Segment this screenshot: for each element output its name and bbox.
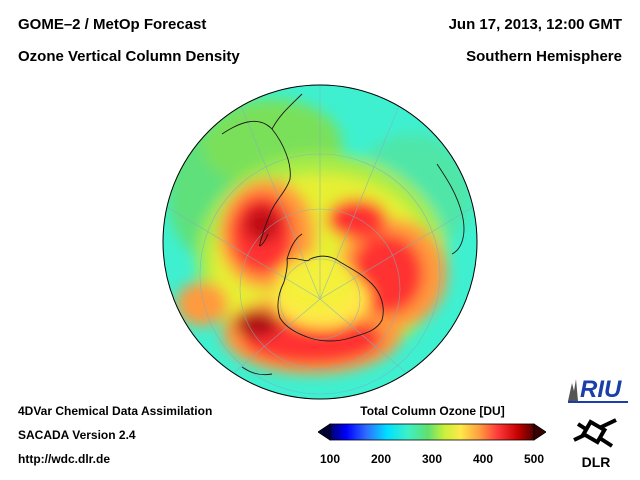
map-title: GOME–2 / MetOp Forecast: [18, 16, 207, 33]
colorbar-title: Total Column Ozone [DU]: [360, 404, 505, 418]
riu-logo-text: RIU: [580, 376, 622, 403]
colorbar-tick-label: 500: [523, 452, 545, 466]
hemisphere-label: Southern Hemisphere: [466, 48, 622, 65]
assimilation-label: 4DVar Chemical Data Assimilation: [18, 404, 213, 418]
colorbar-max-arrow: [533, 423, 546, 441]
colorbar-min-arrow: [318, 423, 331, 441]
colorbar-tick-label: 200: [370, 452, 392, 466]
ozone-globe-map: [162, 84, 478, 400]
colorbar-tick-label: 100: [319, 452, 341, 466]
ozone-colorbar: [318, 423, 546, 441]
forecast-date: Jun 17, 2013, 12:00 GMT: [448, 16, 622, 33]
colorbar-tick-label: 300: [421, 452, 443, 466]
colorbar-tick-label: 400: [472, 452, 494, 466]
dlr-logo: DLR: [573, 418, 617, 470]
version-label: SACADA Version 2.4: [18, 428, 136, 442]
map-subtitle: Ozone Vertical Column Density: [18, 48, 240, 65]
ozone-field: [167, 99, 472, 374]
coastlines: [221, 93, 465, 376]
colorbar-gradient: [329, 423, 535, 441]
website-link[interactable]: http://wdc.dlr.de: [18, 452, 110, 466]
globe-outline: [162, 84, 478, 400]
riu-logo: RIU: [568, 376, 628, 403]
dlr-logo-text: DLR: [582, 454, 611, 470]
